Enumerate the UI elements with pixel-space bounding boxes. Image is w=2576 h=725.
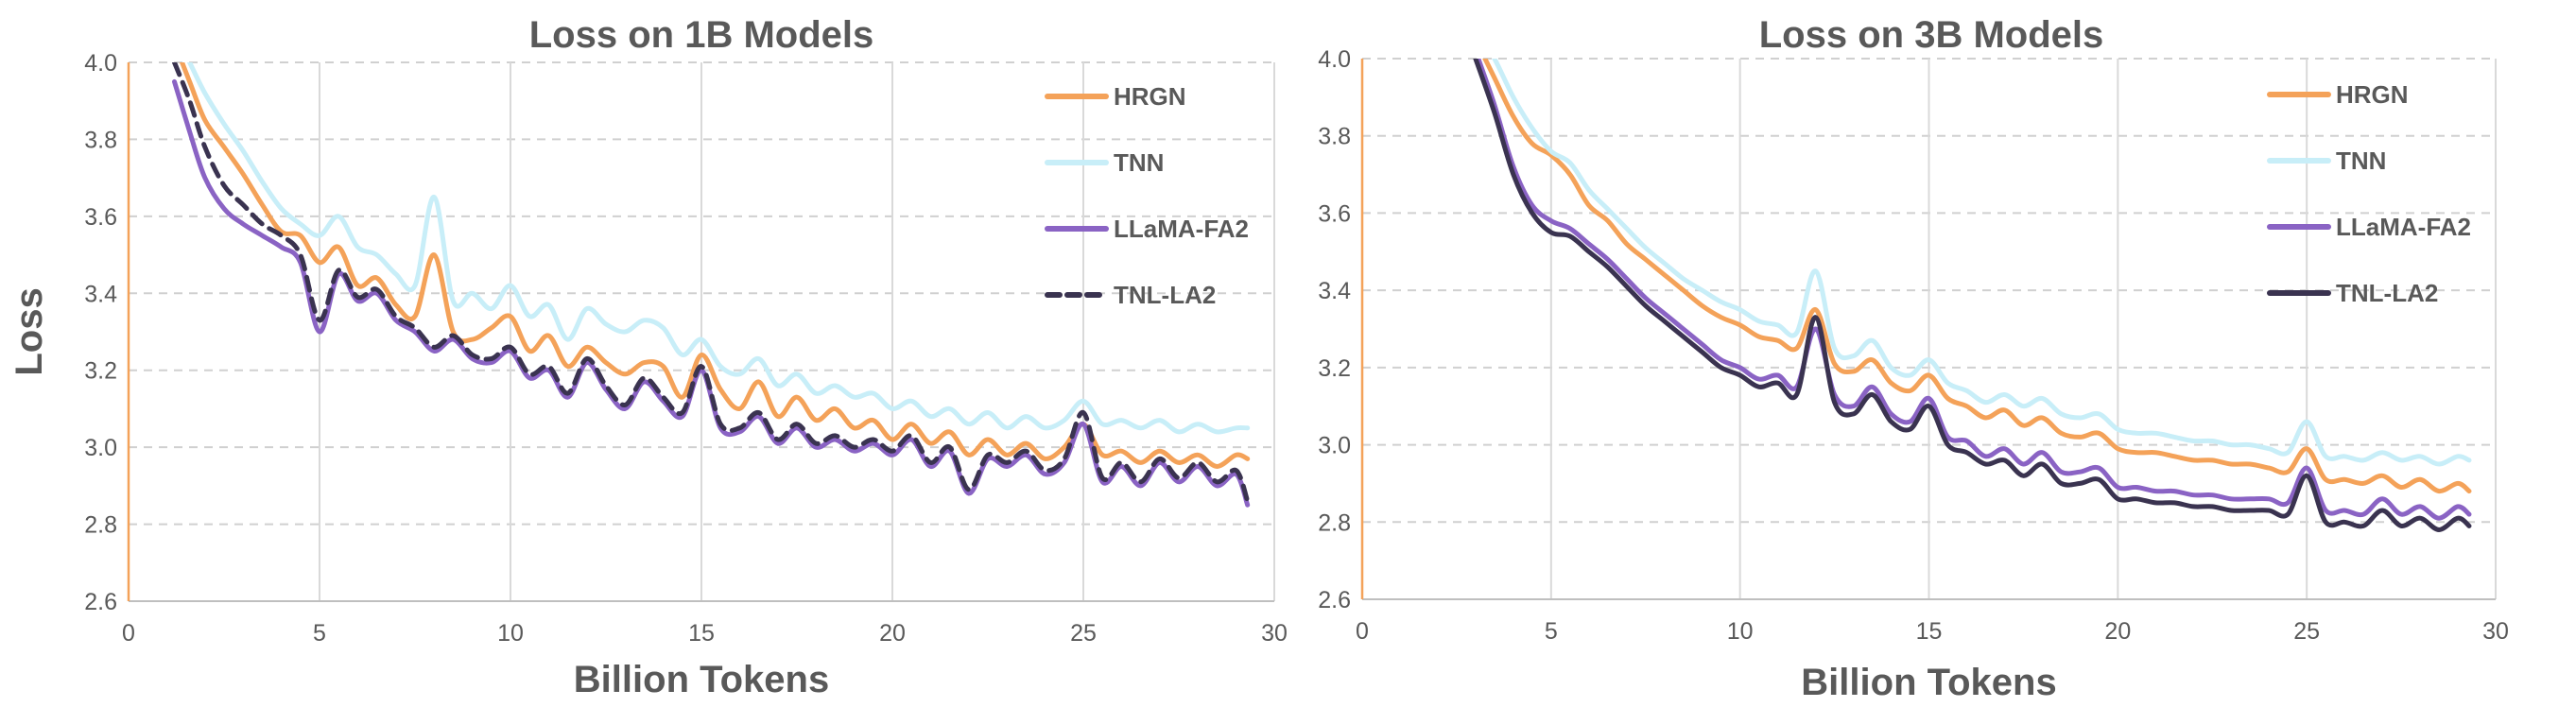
x-tick-label: 25 — [1070, 620, 1097, 647]
chart-panel-3b: 2.6 2.8 3.0 3.2 3.4 3.6 3.8 4.0 0 5 10 15 20 25 30 Loss… — [1318, 14, 2509, 703]
x-tick-label: 5 — [1545, 618, 1558, 645]
y-tick-label: 3.0 — [84, 435, 117, 461]
legend-label-tnn: TNN — [2336, 147, 2386, 175]
chart-panel-1b: 2.6 2.8 3.0 3.2 3.4 3.6 3.8 4.0 0 5 10 15 20 25 30 Loss… — [9, 14, 1288, 700]
y-tick-label: 3.8 — [1318, 124, 1351, 150]
x-tick-label: 25 — [2293, 618, 2320, 645]
x-tick-label: 10 — [1727, 618, 1754, 645]
series-line-tnn — [1492, 59, 2472, 467]
x-tick-label: 15 — [1916, 618, 1943, 645]
chart-title: Loss on 1B Models — [529, 14, 874, 56]
x-axis-label: Billion Tokens — [574, 659, 829, 700]
x-tick-label: 20 — [2104, 618, 2131, 645]
x-tick-label: 30 — [1261, 620, 1288, 647]
y-tick-label: 2.8 — [84, 512, 117, 539]
x-axis-label: Billion Tokens — [1801, 662, 2056, 703]
x-tick-label: 5 — [313, 620, 326, 647]
y-tick-label: 3.6 — [1318, 200, 1351, 227]
y-tick-label: 3.0 — [1318, 433, 1351, 459]
y-tick-label: 3.4 — [1318, 278, 1351, 304]
series-line-tnl-la2 — [1473, 59, 2472, 532]
x-tick-label: 30 — [2482, 618, 2509, 645]
y-tick-label: 3.6 — [84, 204, 117, 231]
y-tick-label: 3.2 — [84, 358, 117, 385]
legend-label-hrgn: HRGN — [2336, 80, 2409, 109]
y-tick-label: 2.8 — [1318, 509, 1351, 536]
y-tick-label: 2.6 — [84, 589, 117, 615]
y-tick-label: 4.0 — [84, 50, 117, 77]
legend-label-tnl-la2: TNL-LA2 — [1114, 281, 1216, 309]
series-lines — [172, 62, 1251, 508]
y-tick-label: 3.8 — [84, 127, 117, 153]
legend-label-llama-fa2: LLaMA-FA2 — [1114, 215, 1249, 243]
legend-label-hrgn: HRGN — [1114, 82, 1186, 111]
legend: HRGN TNN LLaMA-FA2 TNL-LA2 — [1045, 82, 1249, 309]
series-line-tnl-la2 — [172, 62, 1251, 504]
series-line-llama-fa2 — [1476, 59, 2472, 521]
series-lines — [1473, 59, 2472, 532]
y-tick-label: 3.2 — [1318, 355, 1351, 382]
series-line-tnn — [186, 62, 1251, 435]
legend-label-llama-fa2: LLaMA-FA2 — [2336, 213, 2471, 241]
y-tick-label: 4.0 — [1318, 46, 1351, 73]
x-tick-label: 15 — [688, 620, 715, 647]
x-tick-label: 20 — [879, 620, 906, 647]
legend: HRGN TNN LLaMA-FA2 TNL-LA2 — [2267, 80, 2471, 307]
chart-title: Loss on 3B Models — [1759, 14, 2104, 56]
y-tick-label: 3.4 — [84, 281, 117, 307]
series-line-hrgn — [1482, 59, 2472, 494]
x-tick-label: 10 — [497, 620, 524, 647]
y-axis-label: Loss — [9, 287, 50, 375]
x-tick-label: 0 — [122, 620, 135, 647]
y-tick-label: 2.6 — [1318, 587, 1351, 613]
x-tick-label: 0 — [1356, 618, 1369, 645]
legend-label-tnn: TNN — [1114, 148, 1164, 177]
legend-label-tnl-la2: TNL-LA2 — [2336, 279, 2438, 307]
